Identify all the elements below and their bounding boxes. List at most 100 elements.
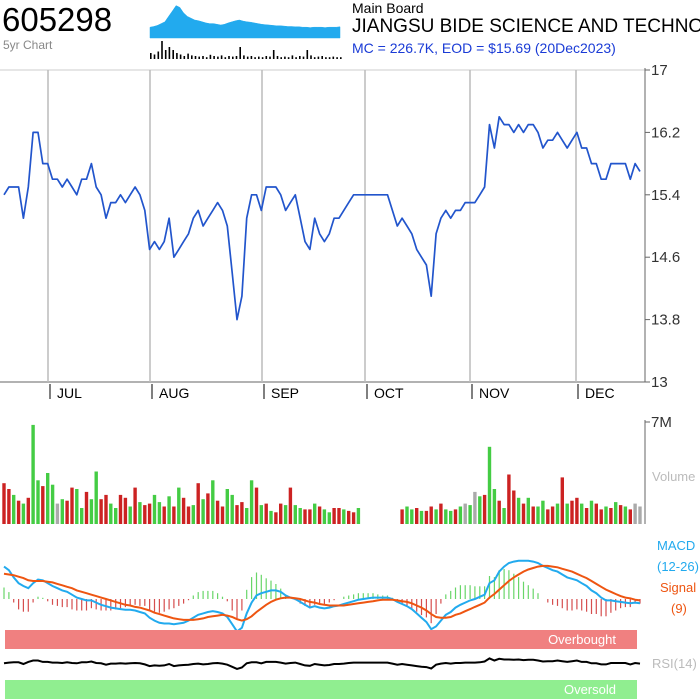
- volume-bar: [623, 506, 628, 524]
- volume-bar: [70, 487, 74, 524]
- volume-bar: [186, 506, 191, 524]
- sparkline-volume-bar: [340, 57, 342, 59]
- sparkline-volume-bar: [150, 53, 152, 59]
- volume-bar: [570, 500, 574, 524]
- sparkline-volume-bar: [168, 47, 171, 59]
- volume-bar: [225, 489, 229, 524]
- volume-bar: [628, 509, 632, 524]
- volume-bar: [157, 502, 162, 524]
- month-label: DEC: [585, 385, 615, 401]
- volume-bar: [502, 508, 506, 524]
- volume-bar: [128, 506, 132, 524]
- volume-bar: [342, 509, 346, 524]
- price-ytick-label: 14.6: [651, 249, 680, 266]
- sparkline-volume-bar: [332, 56, 335, 59]
- volume-bar: [99, 499, 103, 524]
- volume-bar: [546, 509, 550, 524]
- rsi-line: [3, 657, 641, 670]
- volume-bar: [541, 500, 545, 524]
- sparkline-volume-bar: [325, 57, 327, 59]
- volume-bar: [424, 510, 429, 524]
- sparkline-volume-bar: [250, 56, 253, 59]
- volume-bar: [584, 508, 589, 524]
- signal-line: [3, 564, 641, 622]
- overbought-band: [5, 630, 637, 649]
- volume-bar: [351, 512, 356, 524]
- month-label: NOV: [479, 385, 510, 401]
- volume-bar: [123, 497, 128, 524]
- macd-panel: MACD (12-26) Signal (9): [3, 538, 699, 633]
- volume-bar: [26, 497, 30, 524]
- price-ytick-label: 13.8: [651, 312, 680, 329]
- signal-label: Signal: [660, 580, 696, 595]
- volume-bar: [516, 497, 521, 524]
- volume-bar: [575, 497, 579, 524]
- macd-params-label: (12-26): [657, 559, 699, 574]
- volume-bar: [599, 509, 603, 524]
- sparkline-volume-bar: [261, 57, 264, 59]
- price-line: [3, 115, 641, 321]
- volume-bar: [211, 480, 215, 524]
- volume-bar: [220, 506, 225, 524]
- sparkline-volume-bar: [220, 55, 223, 59]
- sparkline-volume-bar: [272, 50, 275, 59]
- volume-bar: [419, 510, 424, 524]
- volume-bar: [565, 503, 569, 524]
- volume-bar: [410, 509, 414, 524]
- sparkline-volume-bar: [161, 41, 163, 59]
- volume-bar: [550, 506, 555, 524]
- volume-bar: [65, 500, 69, 524]
- sparkline-volume-bar: [232, 56, 234, 59]
- volume-bar: [133, 487, 137, 524]
- volume-bar: [75, 489, 79, 524]
- volume-bar: [492, 489, 497, 524]
- oversold-band: [5, 680, 637, 699]
- sparkline-volume-bar: [310, 55, 312, 59]
- volume-bar: [497, 500, 501, 524]
- volume-bar: [84, 491, 89, 524]
- volume-bar: [245, 508, 249, 524]
- volume-bar: [206, 493, 210, 524]
- sparkline-volume-bar: [336, 57, 338, 59]
- volume-bar: [604, 506, 608, 524]
- volume-bar: [7, 489, 11, 524]
- volume-bar: [356, 508, 361, 524]
- sparkline-volume-bar: [299, 56, 301, 59]
- volume-bar: [482, 494, 487, 524]
- volume-bar: [303, 509, 307, 524]
- volume-bar: [80, 508, 84, 524]
- ticker-symbol: 605298: [2, 1, 113, 38]
- sparkline-volume-bar: [224, 57, 227, 59]
- volume-bar: [21, 503, 26, 524]
- sparkline-volume-bar: [213, 56, 215, 59]
- sparkline-volume-bar: [269, 56, 271, 59]
- sparkline-volume-bar: [287, 57, 290, 59]
- volume-bar: [536, 506, 540, 524]
- volume-bar: [172, 506, 176, 524]
- volume-bar: [94, 471, 98, 524]
- sparkline-volume-bar: [295, 57, 297, 59]
- volume-bar: [143, 505, 147, 524]
- month-label: JUL: [57, 385, 82, 401]
- macd-line: [3, 559, 641, 633]
- volume-bar: [2, 483, 6, 524]
- volume-bar: [46, 473, 50, 524]
- volume-bar: [36, 480, 40, 524]
- volume-bar: [429, 506, 433, 524]
- period-label: 5yr Chart: [3, 38, 53, 52]
- volume-bar: [512, 490, 516, 524]
- sparkline-volume-bar: [280, 57, 282, 59]
- volume-bar: [235, 505, 239, 524]
- volume-bar: [279, 503, 283, 524]
- volume-bar: [308, 509, 312, 524]
- volume-bar: [31, 424, 35, 524]
- market-cap-eod: MC = 226.7K, EOD = $15.69 (20Dec2023): [352, 40, 616, 56]
- sparkline-volume-bar: [246, 56, 249, 59]
- rsi-panel: Overbought Oversold RSI(14): [3, 630, 697, 699]
- volume-bar: [55, 503, 60, 524]
- volume-panel: 7M Volume: [2, 414, 695, 524]
- volume-bar: [60, 499, 64, 524]
- sparkline-volume-bar: [243, 55, 245, 59]
- volume-bar: [400, 509, 404, 524]
- volume-bar: [147, 503, 152, 524]
